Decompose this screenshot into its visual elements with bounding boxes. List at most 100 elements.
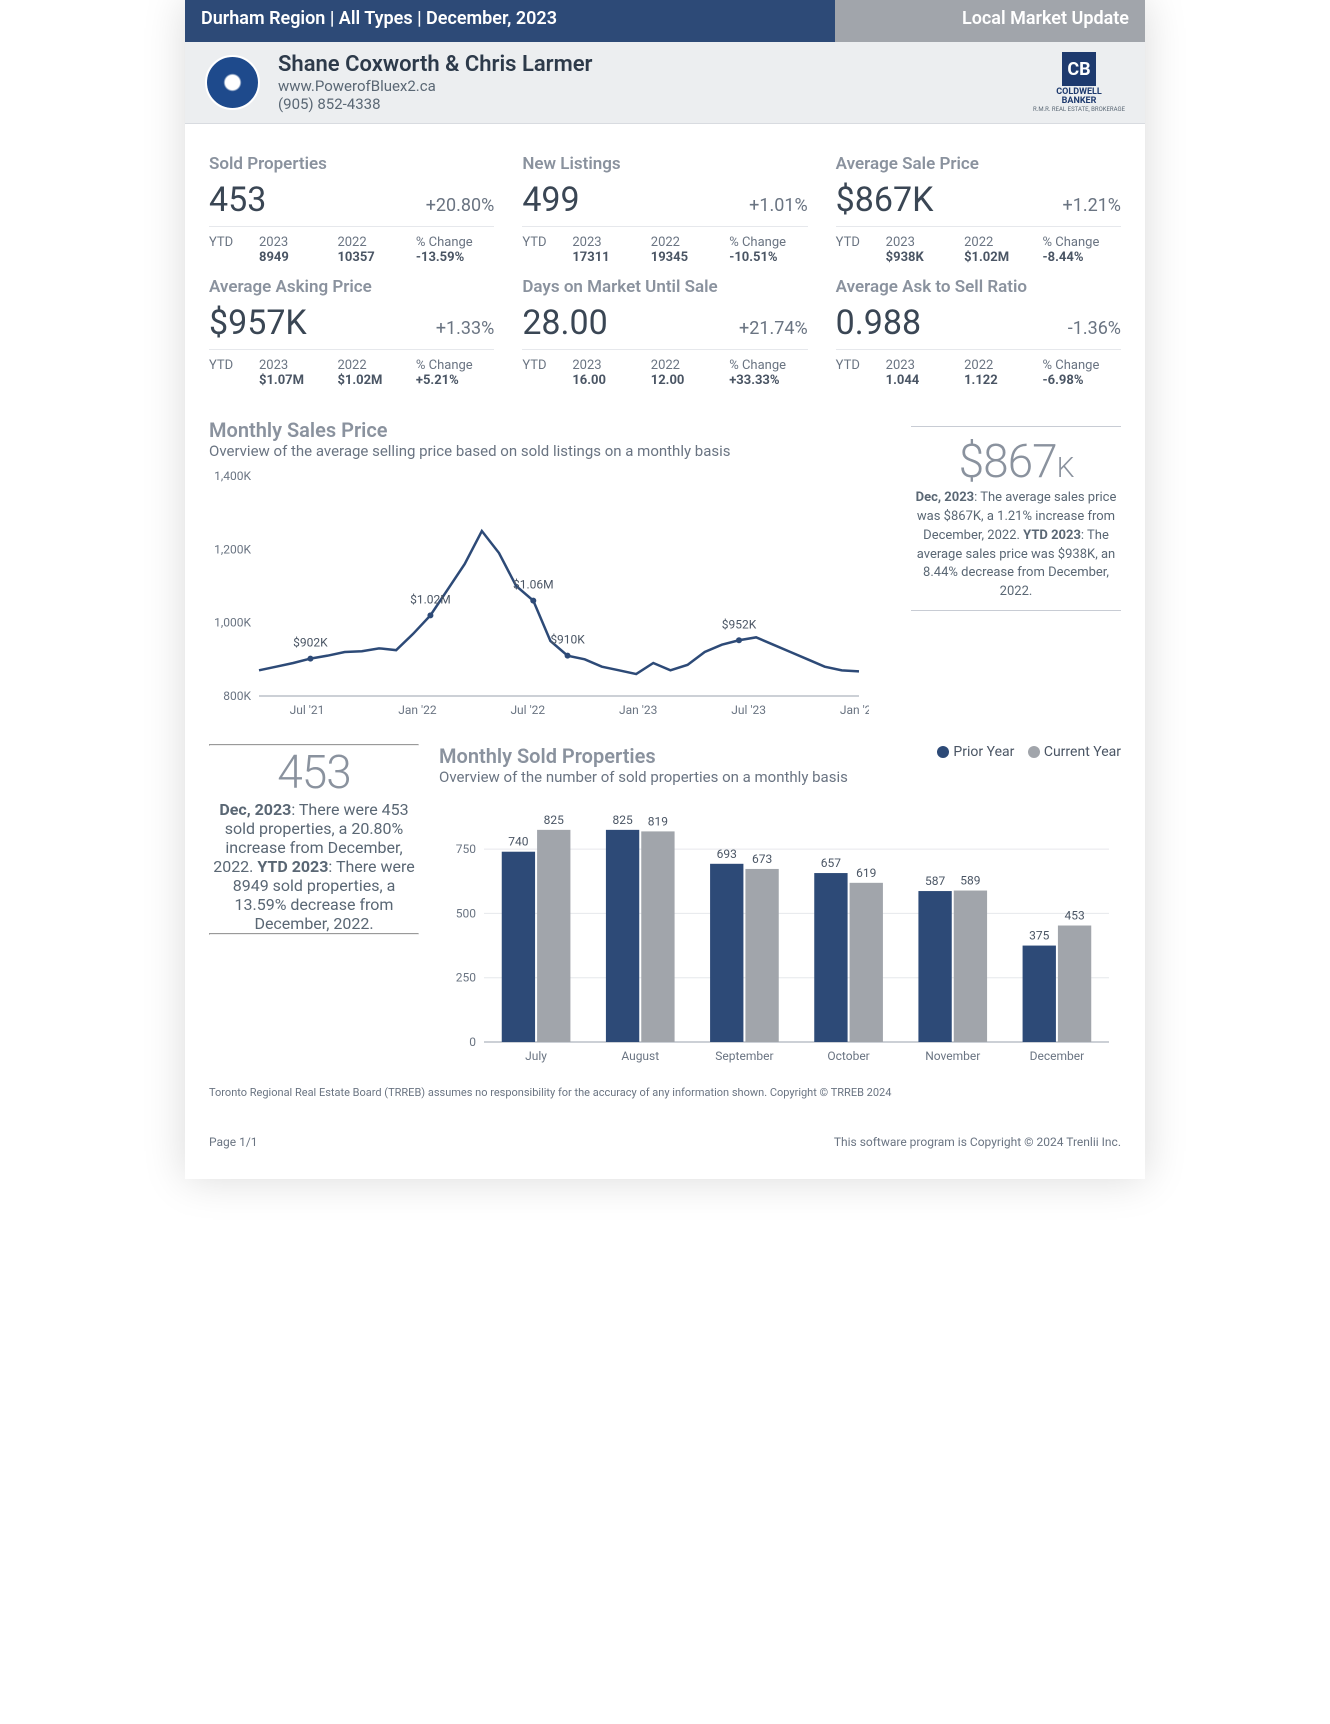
metric-card: Average Asking Price $957K +1.33% YTD 20… bbox=[209, 277, 494, 388]
svg-text:October: October bbox=[827, 1049, 869, 1063]
metric-title: Sold Properties bbox=[209, 154, 494, 174]
ytd-pct-header: % Change bbox=[416, 235, 494, 250]
metric-value: 28.00 bbox=[522, 303, 607, 343]
line-summary-text: Dec, 2023: The average sales price was $… bbox=[911, 489, 1121, 602]
avatar bbox=[205, 55, 260, 110]
metric-value: $867K bbox=[836, 180, 934, 220]
ytd-year2-value: 19345 bbox=[651, 250, 729, 265]
svg-text:Jul '22: Jul '22 bbox=[510, 703, 545, 717]
svg-text:1,000K: 1,000K bbox=[214, 616, 251, 630]
line-big-stat: $867K bbox=[911, 435, 1121, 489]
line-chart-title: Monthly Sales Price bbox=[209, 418, 891, 442]
svg-text:657: 657 bbox=[821, 856, 841, 870]
svg-text:750: 750 bbox=[456, 842, 476, 856]
ytd-year1-value: $1.07M bbox=[259, 373, 337, 388]
ytd-year2-header: 2022 bbox=[651, 235, 729, 250]
svg-text:September: September bbox=[715, 1049, 773, 1063]
line-chart-subtitle: Overview of the average selling price ba… bbox=[209, 442, 891, 460]
metric-change: +1.33% bbox=[436, 318, 495, 339]
bar-chart-container: Monthly Sold Properties Overview of the … bbox=[439, 744, 1121, 1076]
ytd-pct-header: % Change bbox=[729, 235, 807, 250]
svg-text:Jan '23: Jan '23 bbox=[619, 703, 657, 717]
ytd-pct-value: -6.98% bbox=[1043, 373, 1121, 388]
metric-title: Average Ask to Sell Ratio bbox=[836, 277, 1121, 297]
report-page: Durham Region | All Types | December, 20… bbox=[185, 0, 1145, 1179]
svg-text:$902K: $902K bbox=[293, 636, 328, 650]
metric-title: Average Asking Price bbox=[209, 277, 494, 297]
svg-text:$952K: $952K bbox=[722, 617, 757, 631]
ytd-year2-value: 10357 bbox=[337, 250, 415, 265]
svg-text:Jul '21: Jul '21 bbox=[290, 703, 325, 717]
ytd-year1-header: 2023 bbox=[886, 235, 964, 250]
region-label: Durham Region | All Types | December, 20… bbox=[185, 0, 835, 42]
brand-block: CB COLDWELL BANKER R.M.R. REAL ESTATE, B… bbox=[1033, 52, 1125, 113]
metric-change: +20.80% bbox=[426, 195, 495, 216]
metric-title: New Listings bbox=[522, 154, 807, 174]
metric-change: -1.36% bbox=[1068, 318, 1121, 339]
svg-text:740: 740 bbox=[508, 835, 528, 849]
metric-card: Days on Market Until Sale 28.00 +21.74% … bbox=[522, 277, 807, 388]
ytd-pct-header: % Change bbox=[1043, 235, 1121, 250]
ytd-year2-header: 2022 bbox=[337, 235, 415, 250]
bar-chart-sidebox: 453 Dec, 2023: There were 453 sold prope… bbox=[209, 744, 419, 1076]
svg-text:619: 619 bbox=[856, 866, 876, 880]
metric-card: New Listings 499 +1.01% YTD 2023 2022 % … bbox=[522, 154, 807, 265]
disclaimer: Toronto Regional Real Estate Board (TRRE… bbox=[209, 1086, 1121, 1099]
ytd-year1-header: 2023 bbox=[886, 358, 964, 373]
ytd-year2-header: 2022 bbox=[964, 235, 1042, 250]
svg-text:693: 693 bbox=[717, 847, 737, 861]
ytd-pct-value: -13.59% bbox=[416, 250, 494, 265]
line-chart-container: Monthly Sales Price Overview of the aver… bbox=[209, 418, 891, 730]
svg-text:Jan '24: Jan '24 bbox=[840, 703, 869, 717]
svg-text:453: 453 bbox=[1064, 909, 1084, 923]
metric-value: $957K bbox=[209, 303, 307, 343]
svg-text:500: 500 bbox=[456, 906, 476, 920]
ytd-label: YTD bbox=[209, 358, 259, 373]
ytd-pct-header: % Change bbox=[1043, 358, 1121, 373]
svg-text:0: 0 bbox=[469, 1035, 476, 1049]
svg-text:673: 673 bbox=[752, 852, 772, 866]
ytd-year1-value: $938K bbox=[886, 250, 964, 265]
ytd-label: YTD bbox=[522, 358, 572, 373]
svg-text:375: 375 bbox=[1029, 929, 1049, 943]
svg-text:Jul '23: Jul '23 bbox=[731, 703, 766, 717]
line-chart-row: Monthly Sales Price Overview of the aver… bbox=[209, 418, 1121, 730]
legend-current-label: Current Year bbox=[1044, 744, 1121, 760]
svg-text:819: 819 bbox=[648, 814, 668, 828]
ytd-pct-header: % Change bbox=[416, 358, 494, 373]
metric-card: Average Ask to Sell Ratio 0.988 -1.36% Y… bbox=[836, 277, 1121, 388]
svg-text:589: 589 bbox=[960, 874, 980, 888]
page-type-label: Local Market Update bbox=[835, 0, 1145, 42]
bar-big-stat: 453 bbox=[209, 746, 419, 800]
metrics-grid: Sold Properties 453 +20.80% YTD 2023 202… bbox=[185, 124, 1145, 408]
ytd-year1-value: 1.044 bbox=[886, 373, 964, 388]
legend-prior-label: Prior Year bbox=[953, 744, 1014, 760]
ytd-year1-header: 2023 bbox=[572, 358, 650, 373]
agent-website: www.PowerofBluex2.ca bbox=[278, 77, 592, 95]
ytd-year1-header: 2023 bbox=[572, 235, 650, 250]
profile-bar: Shane Coxworth & Chris Larmer www.Powero… bbox=[185, 42, 1145, 124]
line-chart-sidebox: $867K Dec, 2023: The average sales price… bbox=[911, 418, 1121, 730]
metric-card: Average Sale Price $867K +1.21% YTD 2023… bbox=[836, 154, 1121, 265]
ytd-pct-value: +33.33% bbox=[729, 373, 807, 388]
metric-change: +21.74% bbox=[739, 318, 808, 339]
ytd-year2-value: 12.00 bbox=[651, 373, 729, 388]
bar-chart-svg: 0250500750740825July825819August693673Se… bbox=[439, 792, 1119, 1072]
svg-text:250: 250 bbox=[456, 971, 476, 985]
ytd-pct-header: % Change bbox=[729, 358, 807, 373]
svg-text:1,200K: 1,200K bbox=[214, 542, 251, 556]
charts-section: Monthly Sales Price Overview of the aver… bbox=[185, 408, 1145, 1076]
ytd-label: YTD bbox=[209, 235, 259, 250]
legend-swatch-current bbox=[1028, 746, 1040, 758]
metric-value: 0.988 bbox=[836, 303, 921, 343]
ytd-year2-header: 2022 bbox=[337, 358, 415, 373]
metric-title: Days on Market Until Sale bbox=[522, 277, 807, 297]
ytd-year2-header: 2022 bbox=[964, 358, 1042, 373]
page-number: Page 1/1 bbox=[209, 1135, 258, 1149]
agent-phone: (905) 852-4338 bbox=[278, 95, 592, 113]
ytd-pct-value: -8.44% bbox=[1043, 250, 1121, 265]
footer: Toronto Regional Real Estate Board (TRRE… bbox=[185, 1076, 1145, 1179]
profile-text: Shane Coxworth & Chris Larmer www.Powero… bbox=[278, 52, 592, 113]
topbar: Durham Region | All Types | December, 20… bbox=[185, 0, 1145, 42]
svg-text:December: December bbox=[1030, 1049, 1085, 1063]
